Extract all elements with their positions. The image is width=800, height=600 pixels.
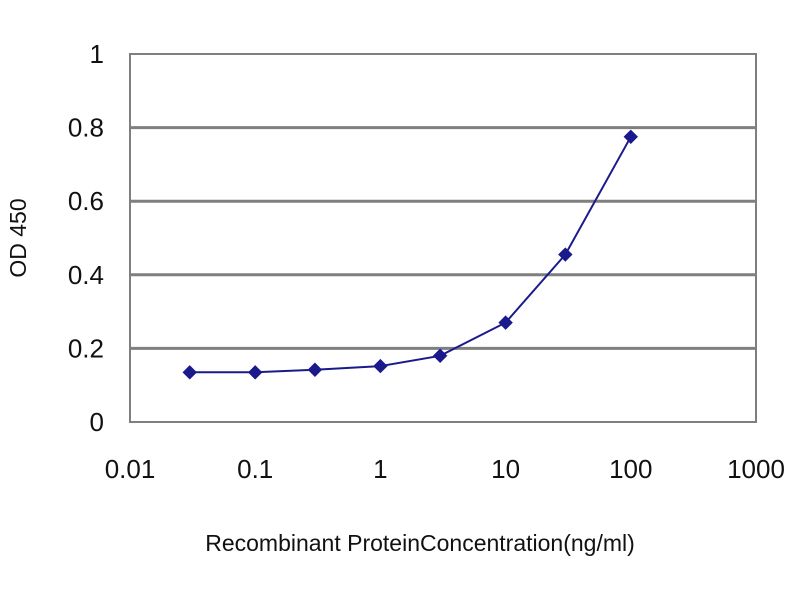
data-point-marker xyxy=(623,129,639,145)
y-tick-label: 0.8 xyxy=(68,113,104,143)
y-tick-label: 0.4 xyxy=(68,260,104,290)
y-tick-label: 0.6 xyxy=(68,186,104,216)
data-point-marker xyxy=(498,315,513,330)
x-tick-label: 0.01 xyxy=(105,454,156,484)
x-tick-label: 10 xyxy=(491,454,520,484)
plot-area-frame xyxy=(129,53,757,423)
data-series xyxy=(182,129,639,380)
data-point-marker xyxy=(558,247,573,262)
data-point-marker xyxy=(432,348,448,363)
y-tick-label: 1 xyxy=(90,39,104,69)
y-tick-label: 0.2 xyxy=(68,333,104,363)
y-tick-label: 0 xyxy=(90,407,104,437)
data-point-marker xyxy=(247,365,263,380)
x-tick-label: 1000 xyxy=(727,454,785,484)
x-axis-title: Recombinant ProteinConcentration(ng/ml) xyxy=(205,530,635,556)
y-axis-title: OD 450 xyxy=(5,198,31,277)
gridlines xyxy=(130,126,756,350)
x-tick-label: 0.1 xyxy=(237,454,273,484)
series-line-0 xyxy=(189,136,632,374)
data-point-marker xyxy=(373,358,388,374)
x-axis-tick-labels: 0.01 0.1 1 10 100 1000 xyxy=(105,454,785,484)
data-point-marker xyxy=(182,365,197,380)
x-tick-label: 100 xyxy=(609,454,652,484)
x-tick-label: 1 xyxy=(373,454,387,484)
data-point-marker xyxy=(307,362,323,377)
y-axis-tick-labels: 0 0.2 0.4 0.6 0.8 1 xyxy=(68,39,104,437)
